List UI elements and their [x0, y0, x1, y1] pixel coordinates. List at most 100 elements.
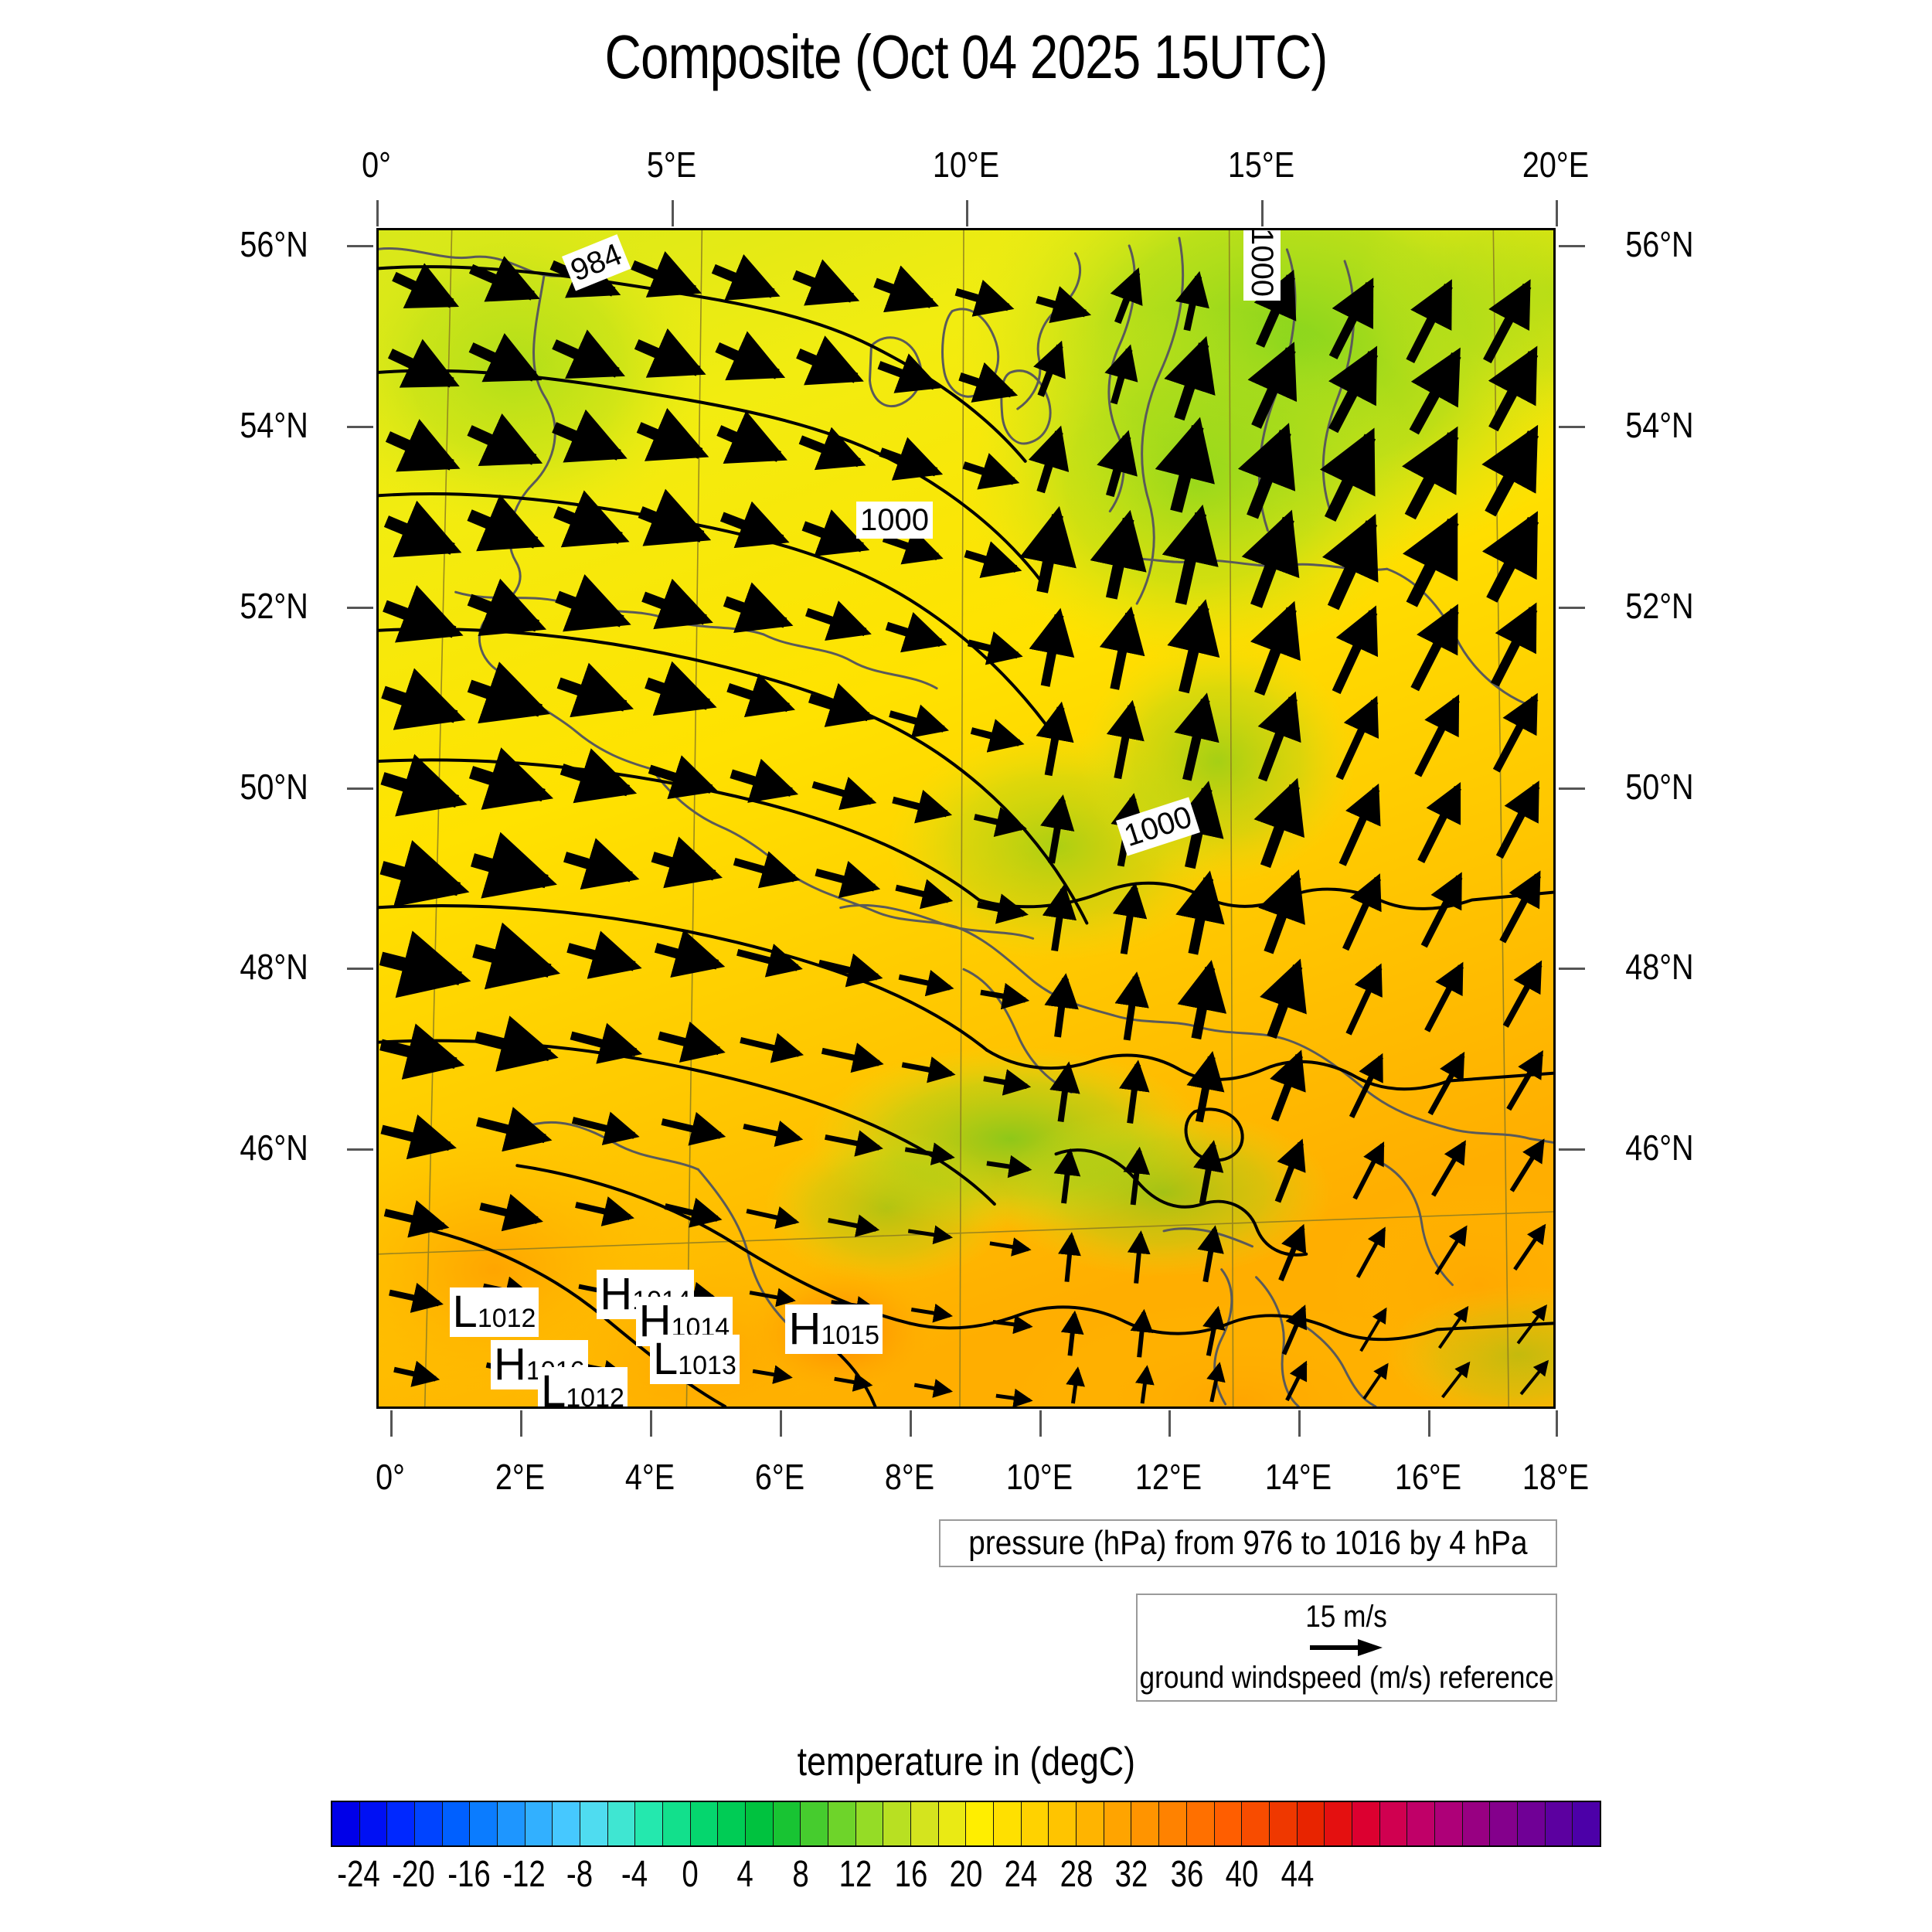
wind-vector-field	[379, 251, 1549, 1406]
lon-tick-bottom	[650, 1410, 653, 1437]
lon-label-bottom: 12°E	[1135, 1457, 1202, 1497]
colorbar-swatch	[525, 1802, 553, 1845]
lat-tick-right	[1559, 787, 1585, 790]
colorbar-swatch	[746, 1802, 774, 1845]
lon-label-top: 15°E	[1227, 145, 1294, 185]
contour-label: 1000	[1243, 230, 1281, 301]
lat-label-right: 52°N	[1625, 585, 1694, 626]
lon-label-bottom: 8°E	[884, 1457, 934, 1497]
colorbar-swatch	[1159, 1802, 1187, 1845]
colorbar-swatch	[1186, 1802, 1215, 1845]
colorbar-tick-label: 8	[791, 1854, 809, 1895]
lat-label-left: 56°N	[240, 224, 308, 265]
colorbar-title-text: temperature in (degC)	[797, 1740, 1135, 1784]
lon-tick-top	[966, 200, 968, 226]
colorbar-swatch	[938, 1802, 967, 1845]
contour-label: 1000	[856, 502, 933, 539]
colorbar-tick-group: -24 -20 -16 -12 -8 -4 0 4 8 12 16 20 24 28 32 36 40 44	[331, 1853, 1601, 1900]
wind-reference-caption: ground windspeed (m/s) reference	[1139, 1661, 1554, 1695]
lat-tick-right	[1559, 245, 1585, 248]
pressure-center-value: 1012	[477, 1303, 536, 1333]
lat-label-left: 46°N	[240, 1128, 308, 1168]
lat-tick-left	[347, 245, 373, 248]
colorbar-swatch	[966, 1802, 995, 1845]
colorbar-swatch	[1269, 1802, 1298, 1845]
colorbar-swatch	[1021, 1802, 1049, 1845]
colorbar-swatch	[359, 1802, 388, 1845]
colorbar-swatch	[1379, 1802, 1408, 1845]
colorbar-swatch	[553, 1802, 581, 1845]
lat-label-left: 52°N	[240, 585, 308, 626]
lon-label-bottom: 0°	[376, 1457, 406, 1497]
lon-tick-bottom	[779, 1410, 782, 1437]
colorbar-swatch	[1462, 1802, 1491, 1845]
lon-tick-bottom	[390, 1410, 393, 1437]
lon-label-bottom: 10°E	[1005, 1457, 1073, 1497]
colorbar-tick-label: 36	[1170, 1854, 1204, 1895]
colorbar-swatch	[1352, 1802, 1380, 1845]
lat-tick-left	[347, 1148, 373, 1151]
colorbar-swatch	[1545, 1802, 1573, 1845]
colorbar-swatch	[387, 1802, 416, 1845]
colorbar-swatch	[690, 1802, 719, 1845]
colorbar-tick-label: -8	[566, 1854, 593, 1895]
lat-tick-left	[347, 425, 373, 428]
colorbar-tick-label: 44	[1281, 1854, 1315, 1895]
lon-label-bottom: 4°E	[624, 1457, 675, 1497]
colorbar-swatch	[580, 1802, 608, 1845]
pressure-legend-text: pressure (hPa) from 976 to 1016 by 4 hPa	[968, 1524, 1528, 1562]
colorbar-swatch	[1077, 1802, 1104, 1845]
colorbar-tick-label: 16	[894, 1854, 927, 1895]
pressure-center-value: 1012	[566, 1383, 624, 1409]
lon-label-bottom: 6°E	[754, 1457, 804, 1497]
colorbar-swatch	[855, 1802, 884, 1845]
colorbar-tick-label: 4	[736, 1854, 753, 1895]
pressure-center-symbol: H	[600, 1268, 633, 1319]
colorbar-tick-label: 32	[1115, 1854, 1148, 1895]
colorbar-swatch	[635, 1802, 664, 1845]
colorbar-swatch	[1242, 1802, 1270, 1845]
pressure-center-symbol: L	[541, 1366, 566, 1409]
lon-tick-bottom	[520, 1410, 523, 1437]
lon-label-bottom: 16°E	[1395, 1457, 1462, 1497]
temperature-colorbar[interactable]	[331, 1801, 1601, 1847]
colorbar-swatch	[1131, 1802, 1160, 1845]
lon-tick-top	[1260, 200, 1264, 226]
colorbar-swatch	[828, 1802, 856, 1845]
pressure-center-symbol: H	[788, 1304, 821, 1355]
lon-label-top: 5°E	[646, 145, 696, 185]
colorbar-swatch	[1049, 1802, 1077, 1845]
colorbar-swatch	[1407, 1802, 1435, 1845]
colorbar-swatch	[1214, 1802, 1243, 1845]
lat-label-right: 56°N	[1625, 224, 1694, 265]
colorbar-swatch	[911, 1802, 939, 1845]
lat-tick-left	[347, 787, 373, 790]
colorbar-swatch	[1325, 1802, 1352, 1845]
colorbar-tick-label: 40	[1226, 1854, 1259, 1895]
colorbar-swatch	[1517, 1802, 1546, 1845]
colorbar-swatch	[498, 1802, 526, 1845]
colorbar-tick-label: -12	[502, 1854, 546, 1895]
lat-label-right: 50°N	[1625, 766, 1694, 807]
lat-tick-left	[347, 968, 373, 971]
pressure-center-low: L1013	[649, 1334, 740, 1384]
lat-label-left: 50°N	[240, 766, 308, 807]
pressure-center-low: L1012	[449, 1287, 539, 1337]
colorbar-tick-label: 0	[681, 1854, 699, 1895]
colorbar-tick-label: 28	[1060, 1854, 1094, 1895]
colorbar-tick-label: -4	[621, 1854, 648, 1895]
lat-label-left: 54°N	[240, 404, 308, 445]
lon-tick-bottom	[1428, 1410, 1431, 1437]
lat-tick-right	[1559, 1148, 1585, 1151]
colorbar-swatch	[415, 1802, 443, 1845]
pressure-center-low: L1012	[538, 1366, 628, 1409]
lat-label-right: 48°N	[1625, 947, 1694, 988]
colorbar-swatch	[470, 1802, 498, 1845]
colorbar-swatch	[1573, 1802, 1600, 1845]
lon-tick-top	[376, 200, 379, 226]
wind-reference-speed: 15 m/s	[1305, 1600, 1388, 1634]
lat-tick-right	[1559, 968, 1585, 971]
lat-tick-right	[1559, 425, 1585, 428]
lon-label-top: 0°	[362, 145, 391, 185]
